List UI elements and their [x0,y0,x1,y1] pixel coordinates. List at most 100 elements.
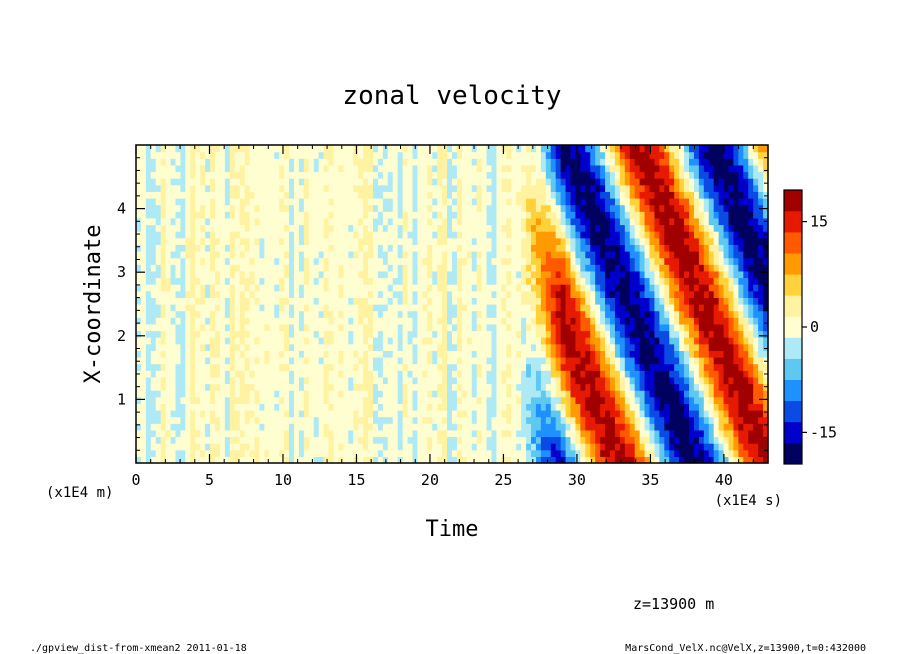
heatmap-cell [200,456,206,464]
heatmap-cell [610,237,616,245]
heatmap-cell [471,304,478,312]
heatmap-cell [417,277,423,285]
heatmap-cell [303,237,310,245]
heatmap-cell [610,191,616,199]
heatmap-cell [313,350,320,358]
heatmap-cell [476,390,483,398]
heatmap-cell [540,443,547,451]
heatmap-cell [605,198,611,206]
heatmap-cell [150,224,157,232]
heatmap-cell [313,251,320,259]
heatmap-cell [452,443,458,451]
heatmap-cell [432,244,438,252]
heatmap-cell [382,270,389,279]
heatmap-cell [274,264,280,272]
heatmap-cell [605,436,611,444]
heatmap-cell [555,436,562,444]
heatmap-cell [274,257,280,265]
heatmap-cell [170,231,177,239]
heatmap-cell [600,396,606,404]
heatmap-cell [338,237,344,245]
heatmap-cell [210,191,216,199]
heatmap-cell [175,357,182,365]
heatmap-cell [343,323,349,332]
heatmap-cell [590,390,596,398]
heatmap-cell [585,251,591,259]
heatmap-cell [200,244,206,252]
heatmap-cell [649,449,656,457]
heatmap-cell [358,436,364,444]
heatmap-cell [308,178,315,186]
heatmap-cell [190,224,196,232]
heatmap-cell [269,231,275,239]
heatmap-cell [215,178,221,186]
heatmap-cell [471,396,478,404]
heatmap-cell [619,251,626,259]
heatmap-cell [461,158,468,166]
heatmap-cell [417,237,423,245]
heatmap-cell [624,290,631,298]
heatmap-cell [294,343,300,351]
heatmap-cell [491,416,498,424]
heatmap-cell [323,350,330,358]
heatmap-cell [531,363,537,371]
heatmap-cell [165,244,172,252]
heatmap-cell [328,244,335,252]
heatmap-cell [427,164,433,173]
heatmap-cell [387,224,394,232]
heatmap-cell [491,350,498,358]
heatmap-cell [550,363,557,371]
heatmap-cell [279,231,285,239]
heatmap-cell [629,264,636,272]
heatmap-cell [422,304,428,312]
heatmap-cell [491,204,498,212]
heatmap-cell [308,171,315,179]
heatmap-cell [170,429,177,438]
heatmap-cell [377,178,384,186]
heatmap-cell [466,304,473,312]
heatmap-cell [452,363,458,371]
heatmap-cell [308,158,315,166]
heatmap-cell [318,231,325,239]
heatmap-cell [205,449,211,457]
heatmap-cell [447,383,453,391]
heatmap-cell [254,164,261,173]
heatmap-cell [284,370,290,378]
heatmap-cell [432,436,438,444]
heatmap-cell [155,191,162,199]
heatmap-cell [313,323,320,332]
heatmap-cell [269,204,275,212]
heatmap-cell [471,410,478,418]
heatmap-cell [165,449,172,457]
heatmap-cell [437,357,443,365]
heatmap-cell [382,323,389,332]
heatmap-cell [150,423,157,431]
heatmap-cell [516,270,522,279]
heatmap-cell [165,204,172,212]
heatmap-cell [550,178,557,186]
heatmap-cell [155,363,162,371]
heatmap-cell [323,390,330,398]
heatmap-cell [160,376,167,385]
heatmap-cell [279,224,285,232]
heatmap-cell [397,171,404,179]
heatmap-cell [269,270,275,279]
heatmap-cell [353,396,359,404]
heatmap-cell [387,284,394,292]
heatmap-cell [535,429,542,438]
heatmap-cell [481,257,488,265]
heatmap-cell [511,277,517,285]
heatmap-cell [150,251,157,259]
heatmap-cell [338,443,344,451]
heatmap-cell [170,251,177,259]
heatmap-cell [629,191,636,199]
heatmap-cell [259,217,265,226]
heatmap-cell [343,337,349,345]
heatmap-cell [580,284,586,292]
heatmap-cell [456,436,463,444]
heatmap-cell [165,376,172,385]
heatmap-cell [422,158,428,166]
heatmap-cell [466,231,473,239]
heatmap-cell [224,390,231,398]
heatmap-cell [155,396,162,404]
